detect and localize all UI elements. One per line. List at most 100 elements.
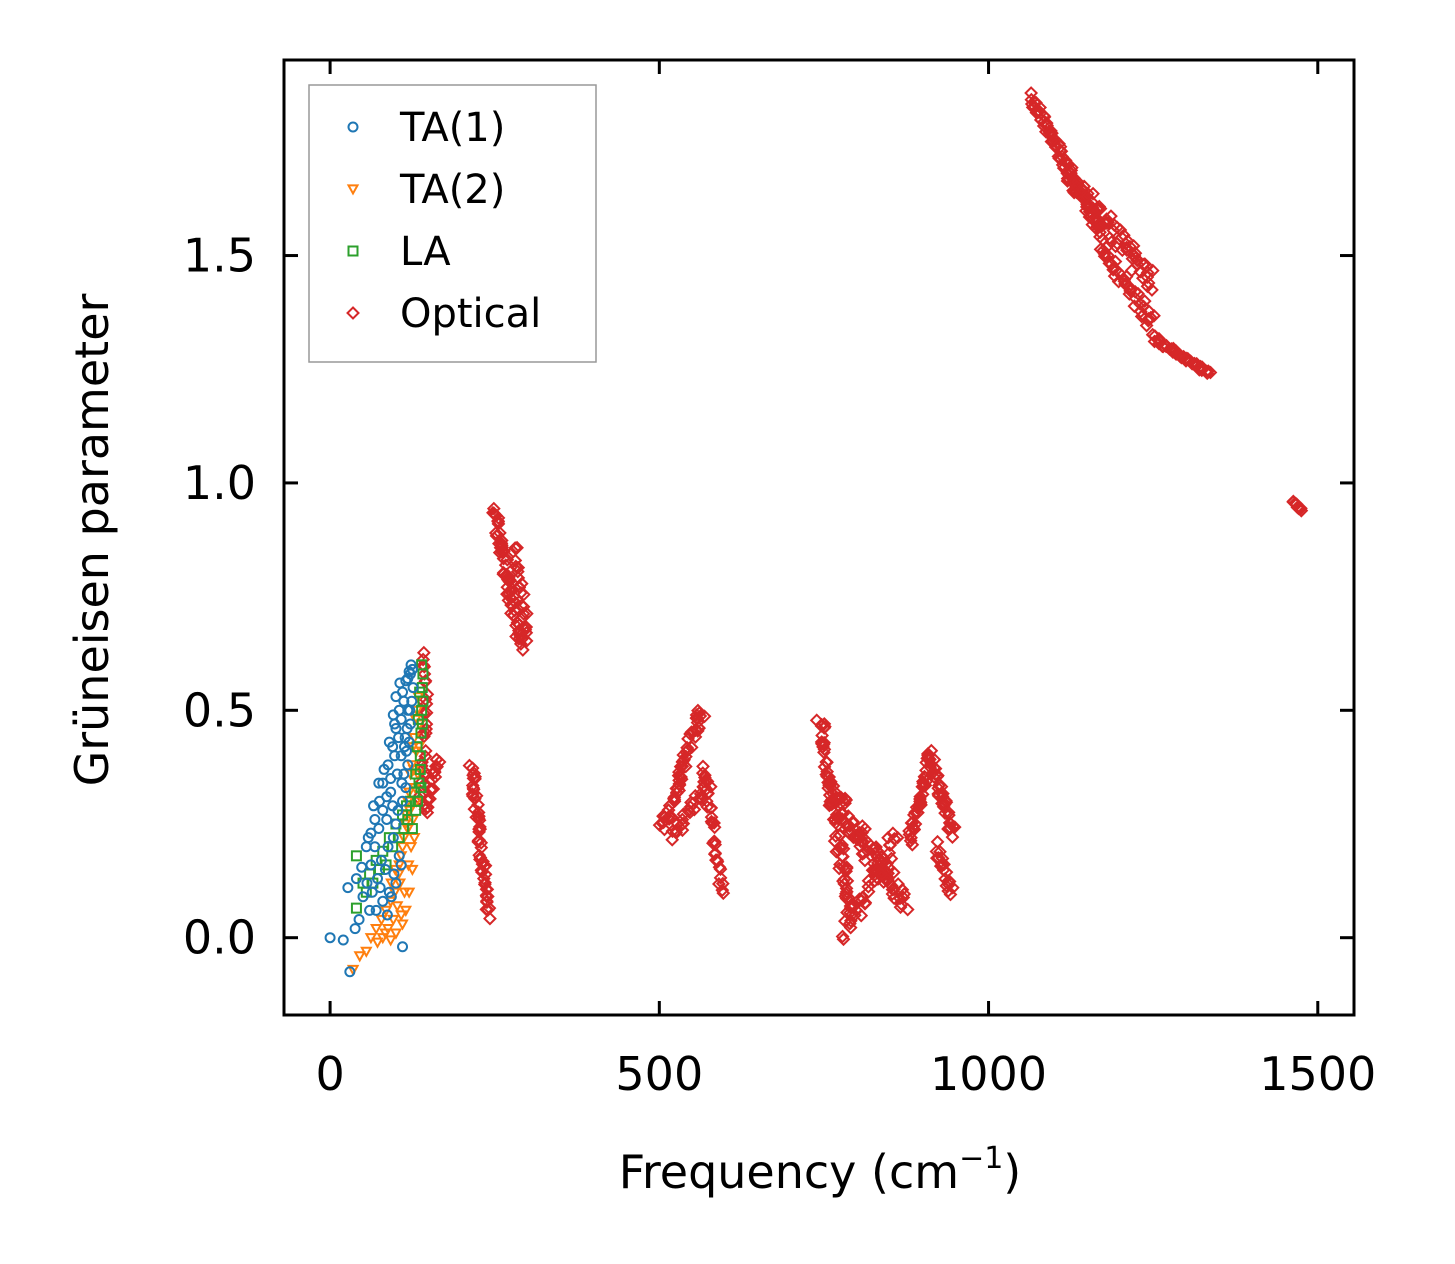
data-point <box>471 805 486 820</box>
data-point <box>324 932 336 944</box>
data-point <box>417 695 429 707</box>
x-axis-title-main: Frequency (cm <box>619 1145 959 1199</box>
data-point <box>396 777 408 789</box>
data-point <box>404 704 416 716</box>
data-point <box>406 823 418 835</box>
data-point <box>710 853 725 868</box>
data-point <box>834 806 849 821</box>
data-point <box>858 853 872 868</box>
data-point <box>486 501 501 516</box>
data-point <box>857 845 871 860</box>
data-point <box>519 606 534 621</box>
data-point <box>353 914 365 925</box>
data-point <box>479 889 494 904</box>
data-point <box>897 887 912 901</box>
data-point <box>381 909 393 921</box>
x-tick-label: 1000 <box>930 1047 1047 1101</box>
data-point <box>828 829 843 843</box>
data-point <box>1053 144 1068 158</box>
legend-marker <box>346 306 360 320</box>
data-point <box>418 749 433 764</box>
data-point <box>406 864 419 877</box>
data-point <box>843 913 858 928</box>
data-point <box>838 796 852 811</box>
data-point <box>377 777 389 789</box>
legend-label: LA <box>400 229 451 275</box>
data-point <box>387 914 400 927</box>
data-point <box>423 791 437 806</box>
data-point <box>368 800 380 812</box>
data-point <box>869 870 884 885</box>
data-point <box>391 901 404 913</box>
data-point <box>397 941 409 953</box>
data-point <box>874 867 889 881</box>
data-point <box>676 807 691 822</box>
data-point <box>371 937 384 949</box>
data-point <box>1080 186 1095 201</box>
data-point <box>835 929 850 944</box>
data-point <box>945 830 960 845</box>
data-point <box>1099 212 1114 227</box>
data-point <box>342 882 354 894</box>
data-point <box>830 810 845 825</box>
legend-label: TA(2) <box>399 167 505 213</box>
data-point <box>387 832 399 844</box>
data-point <box>508 541 523 555</box>
data-point <box>900 902 915 917</box>
data-point <box>384 935 397 947</box>
data-point <box>511 632 526 646</box>
data-point <box>373 777 385 789</box>
data-point <box>905 837 920 852</box>
data-point <box>1147 308 1161 323</box>
data-point <box>416 645 431 660</box>
data-point <box>1111 265 1126 280</box>
data-point <box>375 914 388 927</box>
x-tick-label: 0 <box>315 1047 344 1101</box>
y-tick-label: 1.0 <box>183 456 256 510</box>
data-point <box>375 854 387 866</box>
data-point <box>1294 503 1309 518</box>
data-point <box>377 895 389 907</box>
data-point <box>943 887 958 902</box>
y-tick-label: 0.0 <box>183 911 256 965</box>
y-axis-title: Grüneisen parameter <box>65 293 119 786</box>
data-point <box>686 724 701 739</box>
data-point <box>377 804 389 816</box>
data-point <box>396 919 409 931</box>
data-point <box>381 813 393 825</box>
legend-entry: TA(2) <box>346 167 505 213</box>
data-point <box>866 841 880 856</box>
series-ta-1 <box>324 659 419 978</box>
data-point <box>389 750 401 762</box>
data-point <box>933 844 947 859</box>
data-point <box>362 832 374 844</box>
data-point <box>369 841 381 853</box>
data-point <box>493 540 508 555</box>
data-point <box>662 809 677 824</box>
data-point <box>510 540 524 555</box>
data-point <box>356 861 368 873</box>
data-point <box>404 842 418 854</box>
data-point <box>690 724 705 738</box>
data-point <box>715 883 730 898</box>
data-point <box>383 736 395 748</box>
data-point <box>370 904 382 916</box>
data-point <box>420 800 435 815</box>
data-point <box>935 856 949 871</box>
data-point <box>398 741 410 753</box>
data-point <box>905 815 920 830</box>
series-la <box>350 659 429 914</box>
data-point <box>428 759 443 774</box>
data-point <box>416 652 431 667</box>
legend-label: Optical <box>400 291 541 337</box>
data-point <box>1060 171 1075 186</box>
data-point <box>369 813 381 825</box>
data-point <box>938 806 953 821</box>
data-point <box>426 782 441 796</box>
data-point <box>665 824 680 839</box>
data-point <box>923 752 937 767</box>
data-point <box>382 841 394 853</box>
data-point <box>378 763 390 775</box>
data-point <box>519 634 534 648</box>
data-point <box>516 587 531 602</box>
